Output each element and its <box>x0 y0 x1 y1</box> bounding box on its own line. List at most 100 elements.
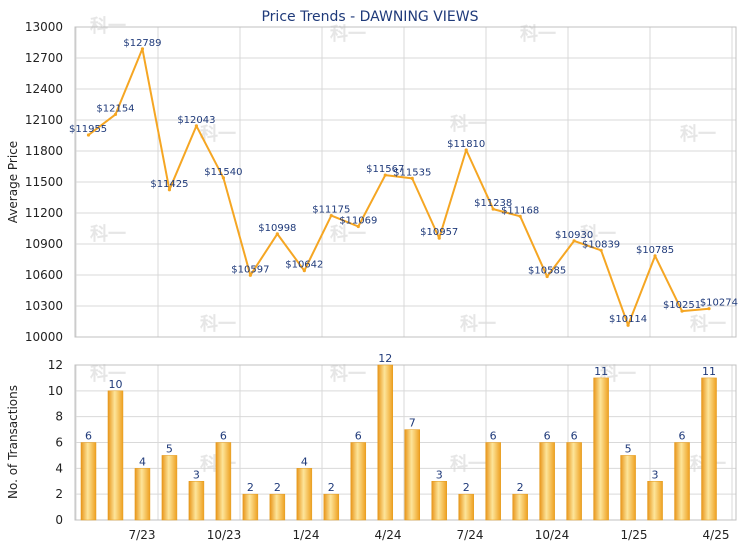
transaction-bar <box>242 493 259 521</box>
price-point-label: $12043 <box>177 115 215 126</box>
transaction-bar-label: 6 <box>85 430 92 443</box>
price-point-label: $11168 <box>501 205 539 216</box>
transaction-bar <box>674 442 690 521</box>
transaction-bar-label: 6 <box>220 430 227 443</box>
price-point <box>140 47 145 51</box>
watermark-line-8: 科一 <box>580 223 616 245</box>
chart-title: Price Trends - DAWNING VIEWS <box>261 9 478 25</box>
line-y-tick-label: 11800 <box>25 144 63 158</box>
price-point-label: $11175 <box>312 205 350 216</box>
price-point <box>221 176 225 180</box>
price-point <box>410 176 414 180</box>
watermark-line-5: 科一 <box>680 123 716 145</box>
transaction-bar <box>161 455 178 521</box>
watermark-line-10: 科一 <box>460 313 496 335</box>
price-point <box>599 248 603 252</box>
transaction-bar-label: 6 <box>544 430 551 443</box>
price-point-label: $11540 <box>204 167 242 178</box>
watermark-line-6: 科一 <box>90 223 126 245</box>
transaction-bar-label: 2 <box>517 481 524 494</box>
price-point <box>680 309 684 313</box>
transactions-y-axis-label: No. of Transactions <box>6 385 20 499</box>
bar-y-tick-label: 4 <box>55 461 63 475</box>
transaction-bar-label: 2 <box>463 481 470 494</box>
watermark-bar-4: 科一 <box>450 453 486 475</box>
watermark-bar-0: 科一 <box>90 363 126 385</box>
transaction-bar-label: 3 <box>436 468 443 481</box>
transaction-bar-label: 11 <box>702 365 716 378</box>
transaction-bar-label: 4 <box>301 455 308 468</box>
price-point-label: $10930 <box>555 230 593 241</box>
watermark-bar-1: 科一 <box>330 363 366 385</box>
transaction-bar-label: 4 <box>139 455 146 468</box>
transaction-bar <box>350 442 367 521</box>
price-point-label: $10642 <box>285 260 323 271</box>
transaction-bar-label: 6 <box>355 430 362 443</box>
watermark-line-4: 科一 <box>450 113 486 135</box>
bar-y-tick-label: 12 <box>48 358 63 372</box>
price-point-label: $11955 <box>69 124 107 135</box>
transaction-bar <box>458 493 474 521</box>
price-point <box>545 274 549 279</box>
line-y-tick-label: 13000 <box>25 20 63 34</box>
x-tick-label: 1/25 <box>621 528 648 542</box>
price-point <box>626 323 630 327</box>
line-y-tick-label: 10900 <box>25 237 63 251</box>
line-y-tick-label: 11200 <box>25 206 63 220</box>
x-tick-label: 7/23 <box>129 528 156 542</box>
transaction-bar <box>188 481 205 521</box>
watermark-line-3: 科一 <box>200 123 236 145</box>
line-plot-frame <box>74 26 737 338</box>
watermark-line-2: 科一 <box>520 23 556 45</box>
line-y-tick-label: 11500 <box>25 175 63 189</box>
transaction-bar <box>215 442 232 521</box>
price-point <box>653 254 657 258</box>
transaction-bar-label: 6 <box>679 430 686 443</box>
price-point <box>167 188 172 192</box>
watermark-line-0: 科一 <box>90 15 126 37</box>
x-tick-label: 4/24 <box>375 528 402 542</box>
bar-y-tick-label: 2 <box>55 487 63 501</box>
transaction-bar <box>431 481 447 521</box>
price-point <box>194 124 199 128</box>
price-point-label: $10957 <box>420 227 458 238</box>
transaction-bar-label: 3 <box>652 468 659 481</box>
transaction-bar-label: 2 <box>274 481 281 494</box>
transaction-bar <box>80 442 97 521</box>
transaction-bar <box>323 493 340 521</box>
watermark-line-11: 科一 <box>690 313 726 335</box>
transaction-bar <box>296 468 313 521</box>
transaction-bar-label: 12 <box>378 352 392 365</box>
line-y-tick-label: 12400 <box>25 82 63 96</box>
transaction-bar <box>647 481 663 521</box>
price-point-label: $11567 <box>366 164 404 175</box>
transaction-bar <box>620 455 636 521</box>
watermark-line-9: 科一 <box>200 313 236 335</box>
price-point <box>707 307 711 311</box>
x-tick-label: 7/24 <box>457 528 484 542</box>
transaction-bar <box>404 429 420 521</box>
price-point-label: $12154 <box>96 103 134 114</box>
price-point <box>572 239 576 243</box>
price-point <box>329 213 333 218</box>
line-y-tick-label: 12700 <box>25 51 63 65</box>
watermark-bar-2: 科一 <box>600 363 636 385</box>
price-point-label: $10274 <box>700 298 738 309</box>
x-tick-label: 4/25 <box>703 528 730 542</box>
price-point <box>86 133 91 137</box>
price-point <box>356 224 360 229</box>
transaction-bar-label: 3 <box>193 468 200 481</box>
transaction-bar-label: 5 <box>166 442 173 455</box>
price-point <box>383 173 387 177</box>
price-point <box>248 273 252 277</box>
transaction-bar <box>485 442 501 521</box>
transaction-bar-label: 6 <box>571 430 578 443</box>
transaction-bar-label: 6 <box>490 430 497 443</box>
price-point <box>113 112 118 117</box>
price-point-label: $10114 <box>609 314 647 325</box>
price-point-label: $10251 <box>663 300 701 311</box>
price-point-label: $11069 <box>339 216 377 227</box>
transaction-bar-label: 2 <box>247 481 254 494</box>
